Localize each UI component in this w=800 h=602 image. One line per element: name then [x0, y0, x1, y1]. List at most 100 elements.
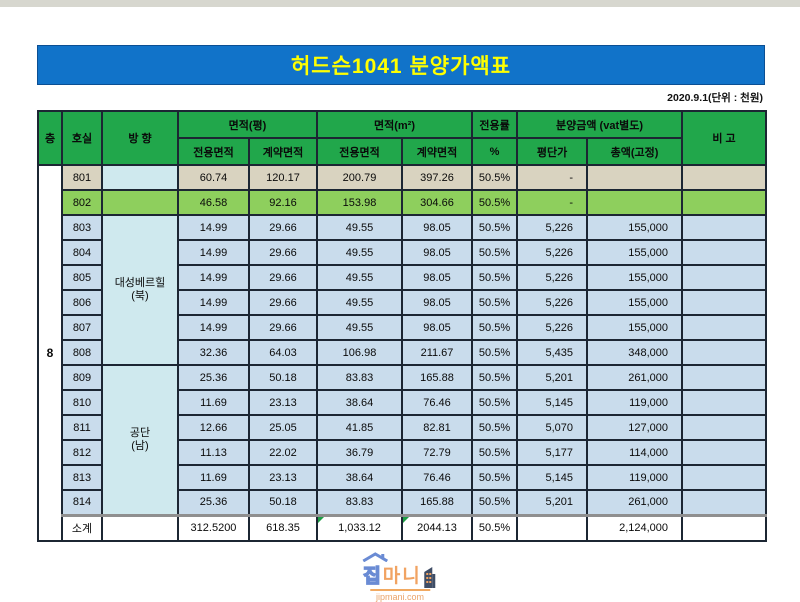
exclusive-area-m2-cell: 38.64: [316, 464, 403, 491]
header-sale-amount: 분양금액 (vat별도): [516, 110, 684, 139]
table-row: 809 공단 (남) 25.36 50.18 83.83 165.88 50.5% 5,201 2…: [38, 364, 768, 516]
contract-area-pyeong-cell: 29.66: [248, 314, 318, 341]
date-unit-note: 2020.9.1(단위 : 천원): [667, 92, 763, 104]
subtotal-contract-pyeong-cell: 618.35: [248, 513, 318, 542]
sheet-title: 허드슨1041 분양가액표: [290, 55, 512, 78]
header-contract-area-m2: 계약면적: [400, 137, 474, 166]
contract-area-m2-cell: 76.46: [400, 464, 474, 491]
logo-word-mani: 마니: [382, 566, 422, 587]
room-number-cell: 814: [61, 489, 103, 516]
exclusive-rate-cell: 50.5%: [471, 489, 519, 516]
subtotal-total-price-cell: 2,124,000: [586, 513, 684, 542]
total-price-cell: 261,000: [586, 489, 684, 516]
room-number-cell: 802: [61, 189, 103, 216]
exclusive-area-m2-cell: 200.79: [316, 164, 403, 191]
header-contract-area-pyeong: 계약면적: [248, 137, 318, 166]
remarks-cell: [681, 489, 768, 516]
exclusive-area-pyeong-cell: 25.36: [177, 489, 250, 516]
header-exclusive-rate: 전용률: [471, 110, 519, 139]
remarks-cell: [681, 214, 768, 241]
room-number-cell: 803: [61, 214, 103, 241]
contract-area-pyeong-cell: 22.02: [248, 439, 318, 466]
logo-domain-text: jipmani.com: [369, 589, 431, 602]
contract-area-m2-cell: 98.05: [400, 289, 474, 316]
header-unit-price: 평단가: [516, 137, 589, 166]
exclusive-area-pyeong-cell: 11.69: [177, 389, 250, 416]
header-direction: 방 향: [101, 110, 179, 166]
contract-area-m2-cell: 98.05: [400, 264, 474, 291]
exclusive-rate-cell: 50.5%: [471, 414, 519, 441]
subtotal-row: 소계 312.5200 618.35 1,033.12 2044.13 50.5% 2,12…: [38, 513, 768, 542]
direction-cell: [101, 189, 179, 216]
header-area-pyeong: 면적(평): [177, 110, 318, 139]
floor-cell: 8: [37, 164, 63, 542]
exclusive-rate-cell: 50.5%: [471, 289, 519, 316]
unit-price-cell: 5,226: [516, 214, 589, 241]
contract-area-pyeong-cell: 29.66: [248, 264, 318, 291]
unit-price-cell: 5,145: [516, 389, 589, 416]
table-row: 807 14.99 29.66 49.55 98.05 50.5% 5,226 155,000: [38, 314, 768, 341]
contract-area-pyeong-cell: 23.13: [248, 389, 318, 416]
exclusive-area-m2-cell: 49.55: [316, 264, 403, 291]
table-row: 8 801 60.74 120.17 200.79 397.26 50.5% -: [37, 164, 768, 542]
table-row: 802 46.58 92.16 153.98 304.66 50.5% -: [38, 189, 768, 216]
exclusive-rate-cell: 50.5%: [471, 439, 519, 466]
table-row: 814 25.36 50.18 83.83 165.88 50.5% 5,201 261,00…: [38, 489, 768, 516]
building-icon: [424, 567, 436, 588]
contract-area-pyeong-cell: 29.66: [248, 289, 318, 316]
unit-price-cell: -: [516, 189, 589, 216]
contract-area-m2-cell: 98.05: [400, 314, 474, 341]
contract-area-m2-cell: 98.05: [400, 239, 474, 266]
sheet-title-bar: 허드슨1041 분양가액표: [37, 45, 765, 85]
unit-price-cell: 5,226: [516, 289, 589, 316]
header-room: 호실: [61, 110, 103, 166]
contract-area-pyeong-cell: 92.16: [248, 189, 318, 216]
subtotal-contract-m2-cell: 2044.13: [400, 513, 474, 542]
remarks-cell: [681, 414, 768, 441]
remarks-cell: [681, 239, 768, 266]
remarks-cell: [681, 389, 768, 416]
subtotal-direction-cell: [101, 513, 179, 542]
remarks-cell: [681, 439, 768, 466]
remarks-cell: [681, 364, 768, 391]
exclusive-area-pyeong-cell: 14.99: [177, 214, 250, 241]
exclusive-area-m2-cell: 49.55: [316, 314, 403, 341]
contract-area-pyeong-cell: 29.66: [248, 214, 318, 241]
header-exclusive-area-pyeong: 전용면적: [177, 137, 250, 166]
table-row: 803 대성베르힐 (북) 14.99 29.66 49.55 98.05 50.5% 5,22…: [38, 214, 768, 366]
header-area-m2: 면적(m²): [315, 110, 474, 139]
exclusive-rate-cell: 50.5%: [471, 314, 519, 341]
table-row: 808 32.36 64.03 106.98 211.67 50.5% 5,435 348,0…: [38, 339, 768, 366]
jipmani-logo: 집 마니 jipmani.com: [363, 552, 436, 602]
exclusive-area-pyeong-cell: 14.99: [177, 314, 250, 341]
room-number-cell: 808: [61, 339, 103, 366]
subtotal-remarks-cell: [681, 513, 768, 542]
exclusive-rate-cell: 50.5%: [471, 389, 519, 416]
table-row: 811 12.66 25.05 41.85 82.81 50.5% 5,070 127,000: [38, 414, 768, 441]
room-number-cell: 810: [61, 389, 103, 416]
contract-area-m2-cell: 165.88: [400, 489, 474, 516]
total-price-cell: 127,000: [586, 414, 684, 441]
room-number-cell: 811: [61, 414, 103, 441]
table-row: 813 11.69 23.13 38.64 76.46 50.5% 5,145 119,000: [38, 464, 768, 491]
exclusive-rate-cell: 50.5%: [471, 164, 519, 191]
total-price-cell: 348,000: [586, 339, 684, 366]
window-top-strip: [0, 0, 800, 7]
total-price-cell: 155,000: [586, 289, 684, 316]
contract-area-m2-cell: 76.46: [400, 389, 474, 416]
table-row: 805 14.99 29.66 49.55 98.05 50.5% 5,226 155,000: [38, 264, 768, 291]
unit-price-cell: 5,070: [516, 414, 589, 441]
exclusive-rate-cell: 50.5%: [471, 339, 519, 366]
contract-area-m2-cell: 72.79: [400, 439, 474, 466]
contract-area-pyeong-cell: 64.03: [248, 339, 318, 366]
subtotal-label-cell: 소계: [61, 513, 103, 542]
room-number-cell: 812: [61, 439, 103, 466]
header-floor: 층: [37, 110, 63, 166]
table-row: 810 11.69 23.13 38.64 76.46 50.5% 5,145 119,000: [38, 389, 768, 416]
direction-cell: 공단 (남): [101, 364, 179, 516]
exclusive-area-pyeong-cell: 14.99: [177, 239, 250, 266]
remarks-cell: [681, 464, 768, 491]
exclusive-area-pyeong-cell: 11.69: [177, 464, 250, 491]
subtotal-exclusive-m2-cell: 1,033.12: [316, 513, 403, 542]
remarks-cell: [681, 264, 768, 291]
